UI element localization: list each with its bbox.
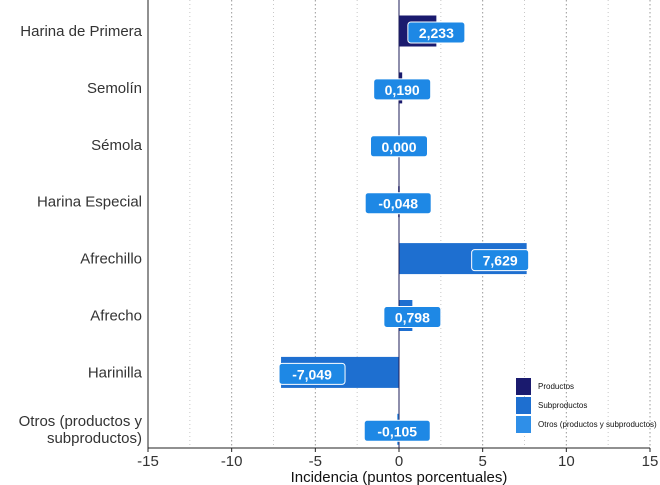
- legend-swatch: [516, 416, 531, 433]
- legend-label: Productos: [538, 382, 574, 391]
- data-labels: 2,233 0,190 0,000 -0,048 7,629 0,798 -7,049 -0,…: [278, 21, 530, 442]
- x-tick-label: 15: [642, 453, 659, 470]
- category-label: Harina Especial: [37, 194, 142, 211]
- x-tick-labels: -15 -10 -5 0 5 10 15: [137, 448, 658, 470]
- axes-group: [147, 0, 650, 449]
- x-tick-label: -10: [221, 453, 243, 470]
- x-tick-label: 5: [478, 453, 486, 470]
- legend-swatch: [516, 397, 531, 414]
- data-label: 2,233: [407, 21, 466, 44]
- legend: Productos Subproductos Otros (productos y …: [516, 378, 657, 433]
- data-label-box: [364, 192, 432, 215]
- data-label: 7,629: [471, 249, 530, 272]
- category-label: Afrechillo: [80, 251, 142, 268]
- data-label-text: 0,000: [381, 139, 416, 155]
- data-label: -0,048: [364, 192, 432, 215]
- data-label-box: [471, 249, 530, 272]
- category-label: Sémola: [91, 137, 143, 154]
- x-tick-label: -5: [309, 453, 322, 470]
- data-label-text: 0,190: [385, 82, 420, 98]
- data-label-box: [363, 419, 431, 442]
- data-label-text: 0,798: [395, 310, 430, 326]
- category-label: Harinilla: [88, 364, 143, 381]
- data-label-box: [373, 78, 432, 101]
- data-label: 0,190: [373, 78, 432, 101]
- data-label-box: [407, 21, 466, 44]
- grid-lines: [147, 0, 651, 448]
- data-label-box: [383, 306, 442, 328]
- data-label-text: -0,105: [377, 423, 417, 439]
- data-label: 0,000: [370, 135, 428, 158]
- data-label-text: 7,629: [483, 253, 518, 269]
- data-label-box: [278, 362, 346, 385]
- category-label: Afrecho: [90, 308, 142, 325]
- data-label: -7,049: [278, 362, 346, 385]
- legend-label: Subproductos: [538, 401, 587, 410]
- data-label-text: 2,233: [419, 25, 454, 41]
- category-label: Otros (productos y subproductos): [19, 413, 143, 447]
- data-label-text: -7,049: [292, 366, 332, 382]
- legend-label: Otros (productos y subproductos): [538, 420, 657, 429]
- category-label: Semolín: [87, 80, 142, 97]
- data-label-text: -0,048: [378, 196, 418, 212]
- data-label: -0,105: [363, 419, 431, 442]
- x-axis-title: Incidencia (puntos porcentuales): [291, 469, 508, 485]
- legend-swatch: [516, 378, 531, 395]
- x-tick-label: -15: [137, 453, 159, 470]
- category-label: Harina de Primera: [20, 23, 142, 40]
- x-tick-label: 0: [395, 453, 403, 470]
- data-label-box: [370, 135, 428, 158]
- data-label: 0,798: [383, 306, 442, 328]
- category-labels: Harina de Primera Semolín Sémola Harina Esp…: [19, 23, 143, 447]
- x-tick-label: 10: [558, 453, 575, 470]
